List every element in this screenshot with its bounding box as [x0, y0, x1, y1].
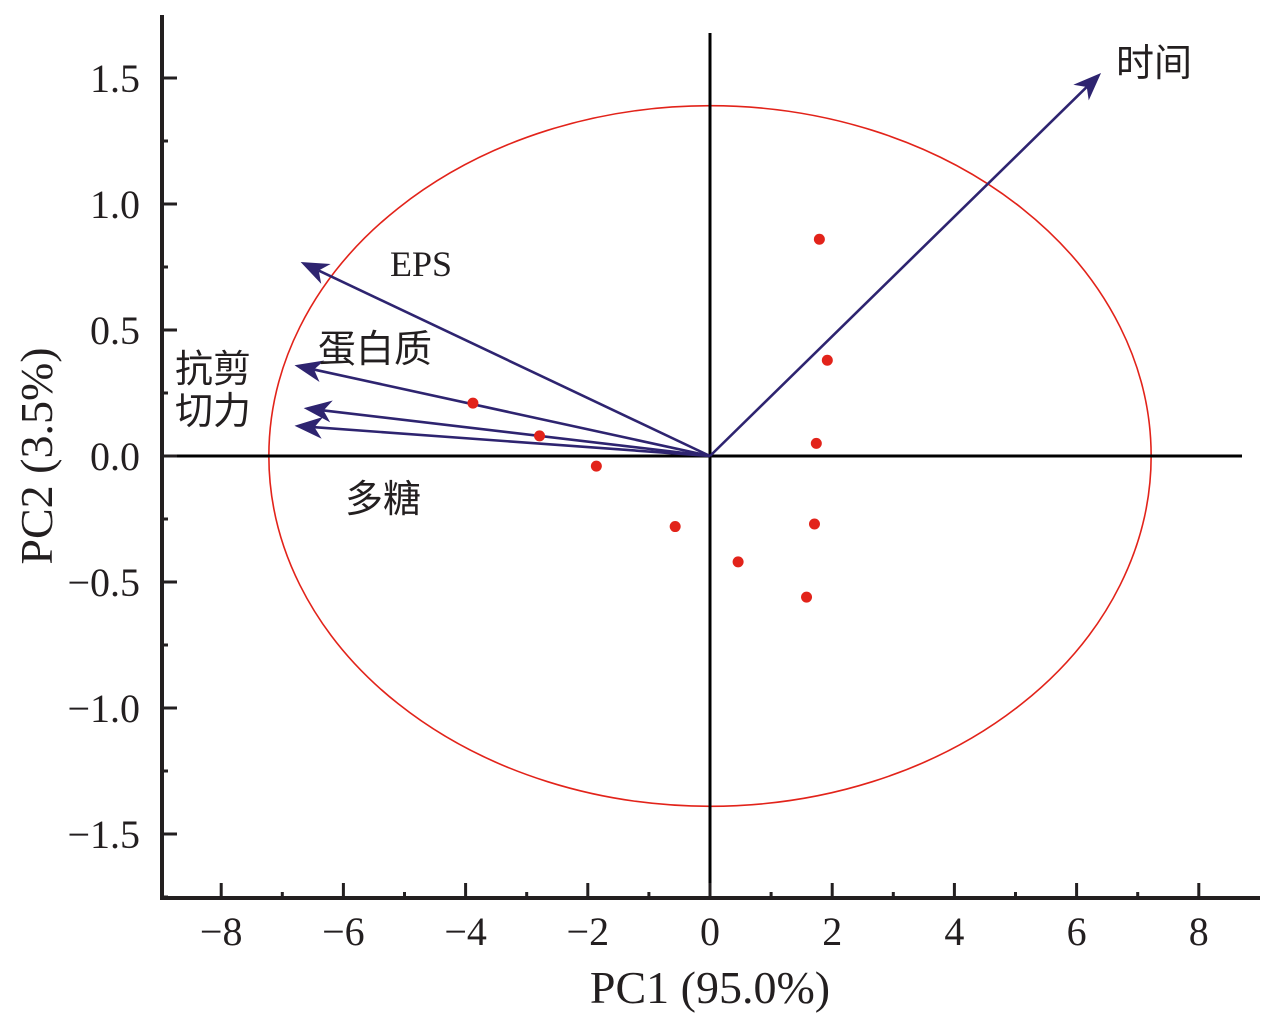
- loading-arrowhead: [294, 360, 325, 382]
- x-tick-label: 4: [944, 909, 964, 954]
- score-point: [808, 518, 820, 530]
- score-point: [534, 430, 546, 442]
- loading-arrowhead: [294, 416, 324, 439]
- y-tick-label: −1.0: [67, 686, 140, 731]
- x-tick-label: −8: [200, 909, 243, 954]
- loading-label-protein: 蛋白质: [318, 329, 432, 371]
- score-point: [669, 521, 681, 533]
- loading-vector-line: [318, 269, 711, 458]
- score-point: [821, 354, 833, 366]
- score-point: [732, 556, 744, 568]
- score-point: [467, 397, 479, 409]
- x-tick-label: 8: [1189, 909, 1209, 954]
- x-tick-label: −6: [322, 909, 365, 954]
- loading-arrowhead: [300, 261, 331, 284]
- x-tick-label: 6: [1067, 909, 1087, 954]
- y-tick-label: 1.5: [90, 56, 140, 101]
- x-tick-label: −2: [567, 909, 610, 954]
- loading-vector-line: [314, 425, 711, 458]
- x-tick-label: 2: [822, 909, 842, 954]
- score-point: [801, 591, 813, 603]
- x-tick-label: −4: [444, 909, 487, 954]
- score-point: [810, 437, 822, 449]
- x-axis-title: PC1 (95.0%): [590, 962, 830, 1013]
- loading-label-time: 时间: [1116, 43, 1192, 85]
- x-tick-label: 0: [700, 909, 720, 954]
- loading-label-shear-1: 抗剪: [175, 349, 251, 391]
- y-tick-label: 0.5: [90, 308, 140, 353]
- y-axis-title: PC2 (3.5%): [11, 347, 62, 564]
- loading-label-polysaccharide: 多糖: [345, 479, 421, 521]
- y-tick-label: 1.0: [90, 182, 140, 227]
- loading-label-eps: EPS: [390, 244, 452, 284]
- y-tick-label: 0.0: [90, 434, 140, 479]
- loading-arrowhead: [303, 400, 333, 423]
- loading-label-shear-2: 切力: [175, 391, 251, 433]
- loading-arrowhead: [1073, 72, 1102, 101]
- y-tick-label: −0.5: [67, 560, 140, 605]
- y-tick-label: −1.5: [67, 812, 140, 857]
- loading-vector-line: [709, 86, 1088, 457]
- score-point: [813, 233, 825, 245]
- loading-vector-line: [323, 409, 711, 458]
- score-point: [590, 460, 602, 472]
- loading-vector-line: [313, 368, 711, 458]
